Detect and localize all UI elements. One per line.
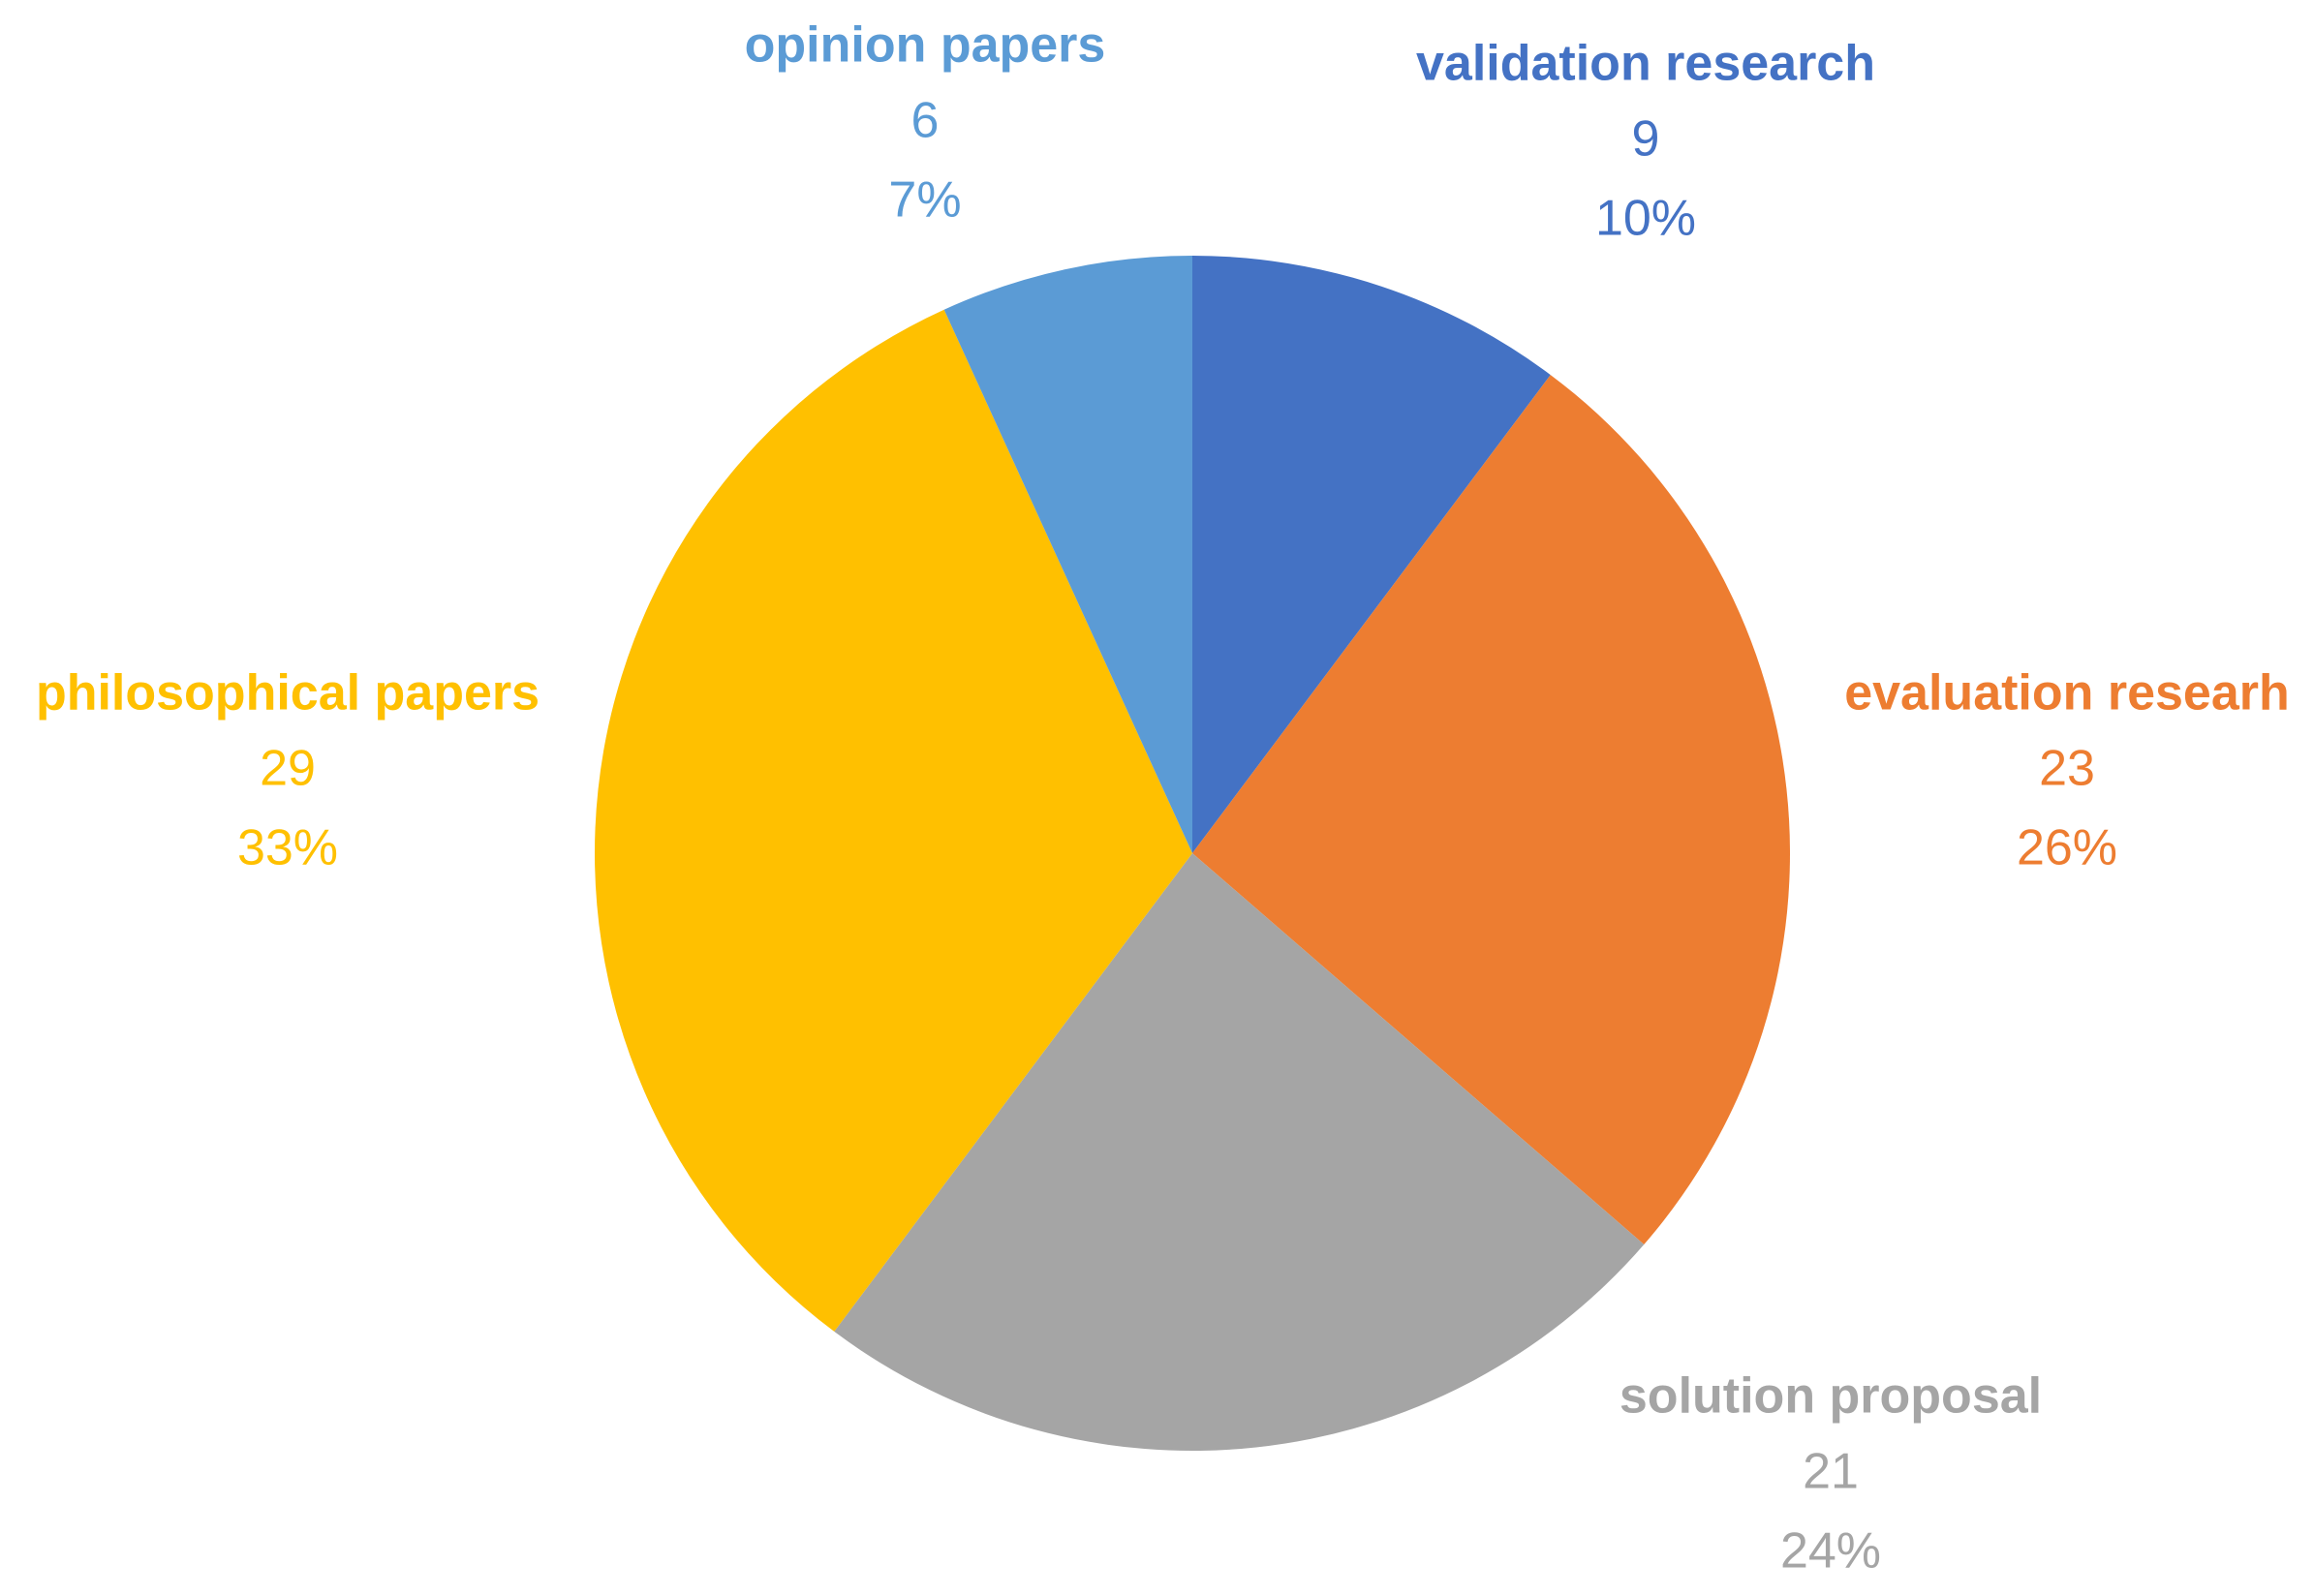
slice-percent: 10% <box>1595 191 1696 247</box>
slice-name: solution proposal <box>1620 1368 2042 1425</box>
pie-slice <box>834 853 1645 1451</box>
slice-name: philosophical papers <box>36 665 540 721</box>
slice-percent: 7% <box>888 172 961 229</box>
slice-percent: 26% <box>2017 820 2117 876</box>
slice-value: 29 <box>260 741 316 797</box>
pie-slice <box>594 309 1192 1332</box>
slice-percent: 33% <box>237 820 338 876</box>
pie-slice <box>943 256 1192 853</box>
slice-name: opinion papers <box>745 17 1106 74</box>
slice-name: validation research <box>1416 36 1875 92</box>
pie-slice <box>1192 256 1551 853</box>
pie-slice <box>1192 375 1790 1245</box>
slice-value: 23 <box>2039 741 2095 797</box>
slice-percent: 24% <box>1780 1523 1881 1580</box>
slice-value: 6 <box>911 93 940 149</box>
slice-value: 9 <box>1632 111 1660 168</box>
slice-name: evaluation researh <box>1844 665 2290 721</box>
slice-value: 21 <box>1803 1444 1859 1500</box>
